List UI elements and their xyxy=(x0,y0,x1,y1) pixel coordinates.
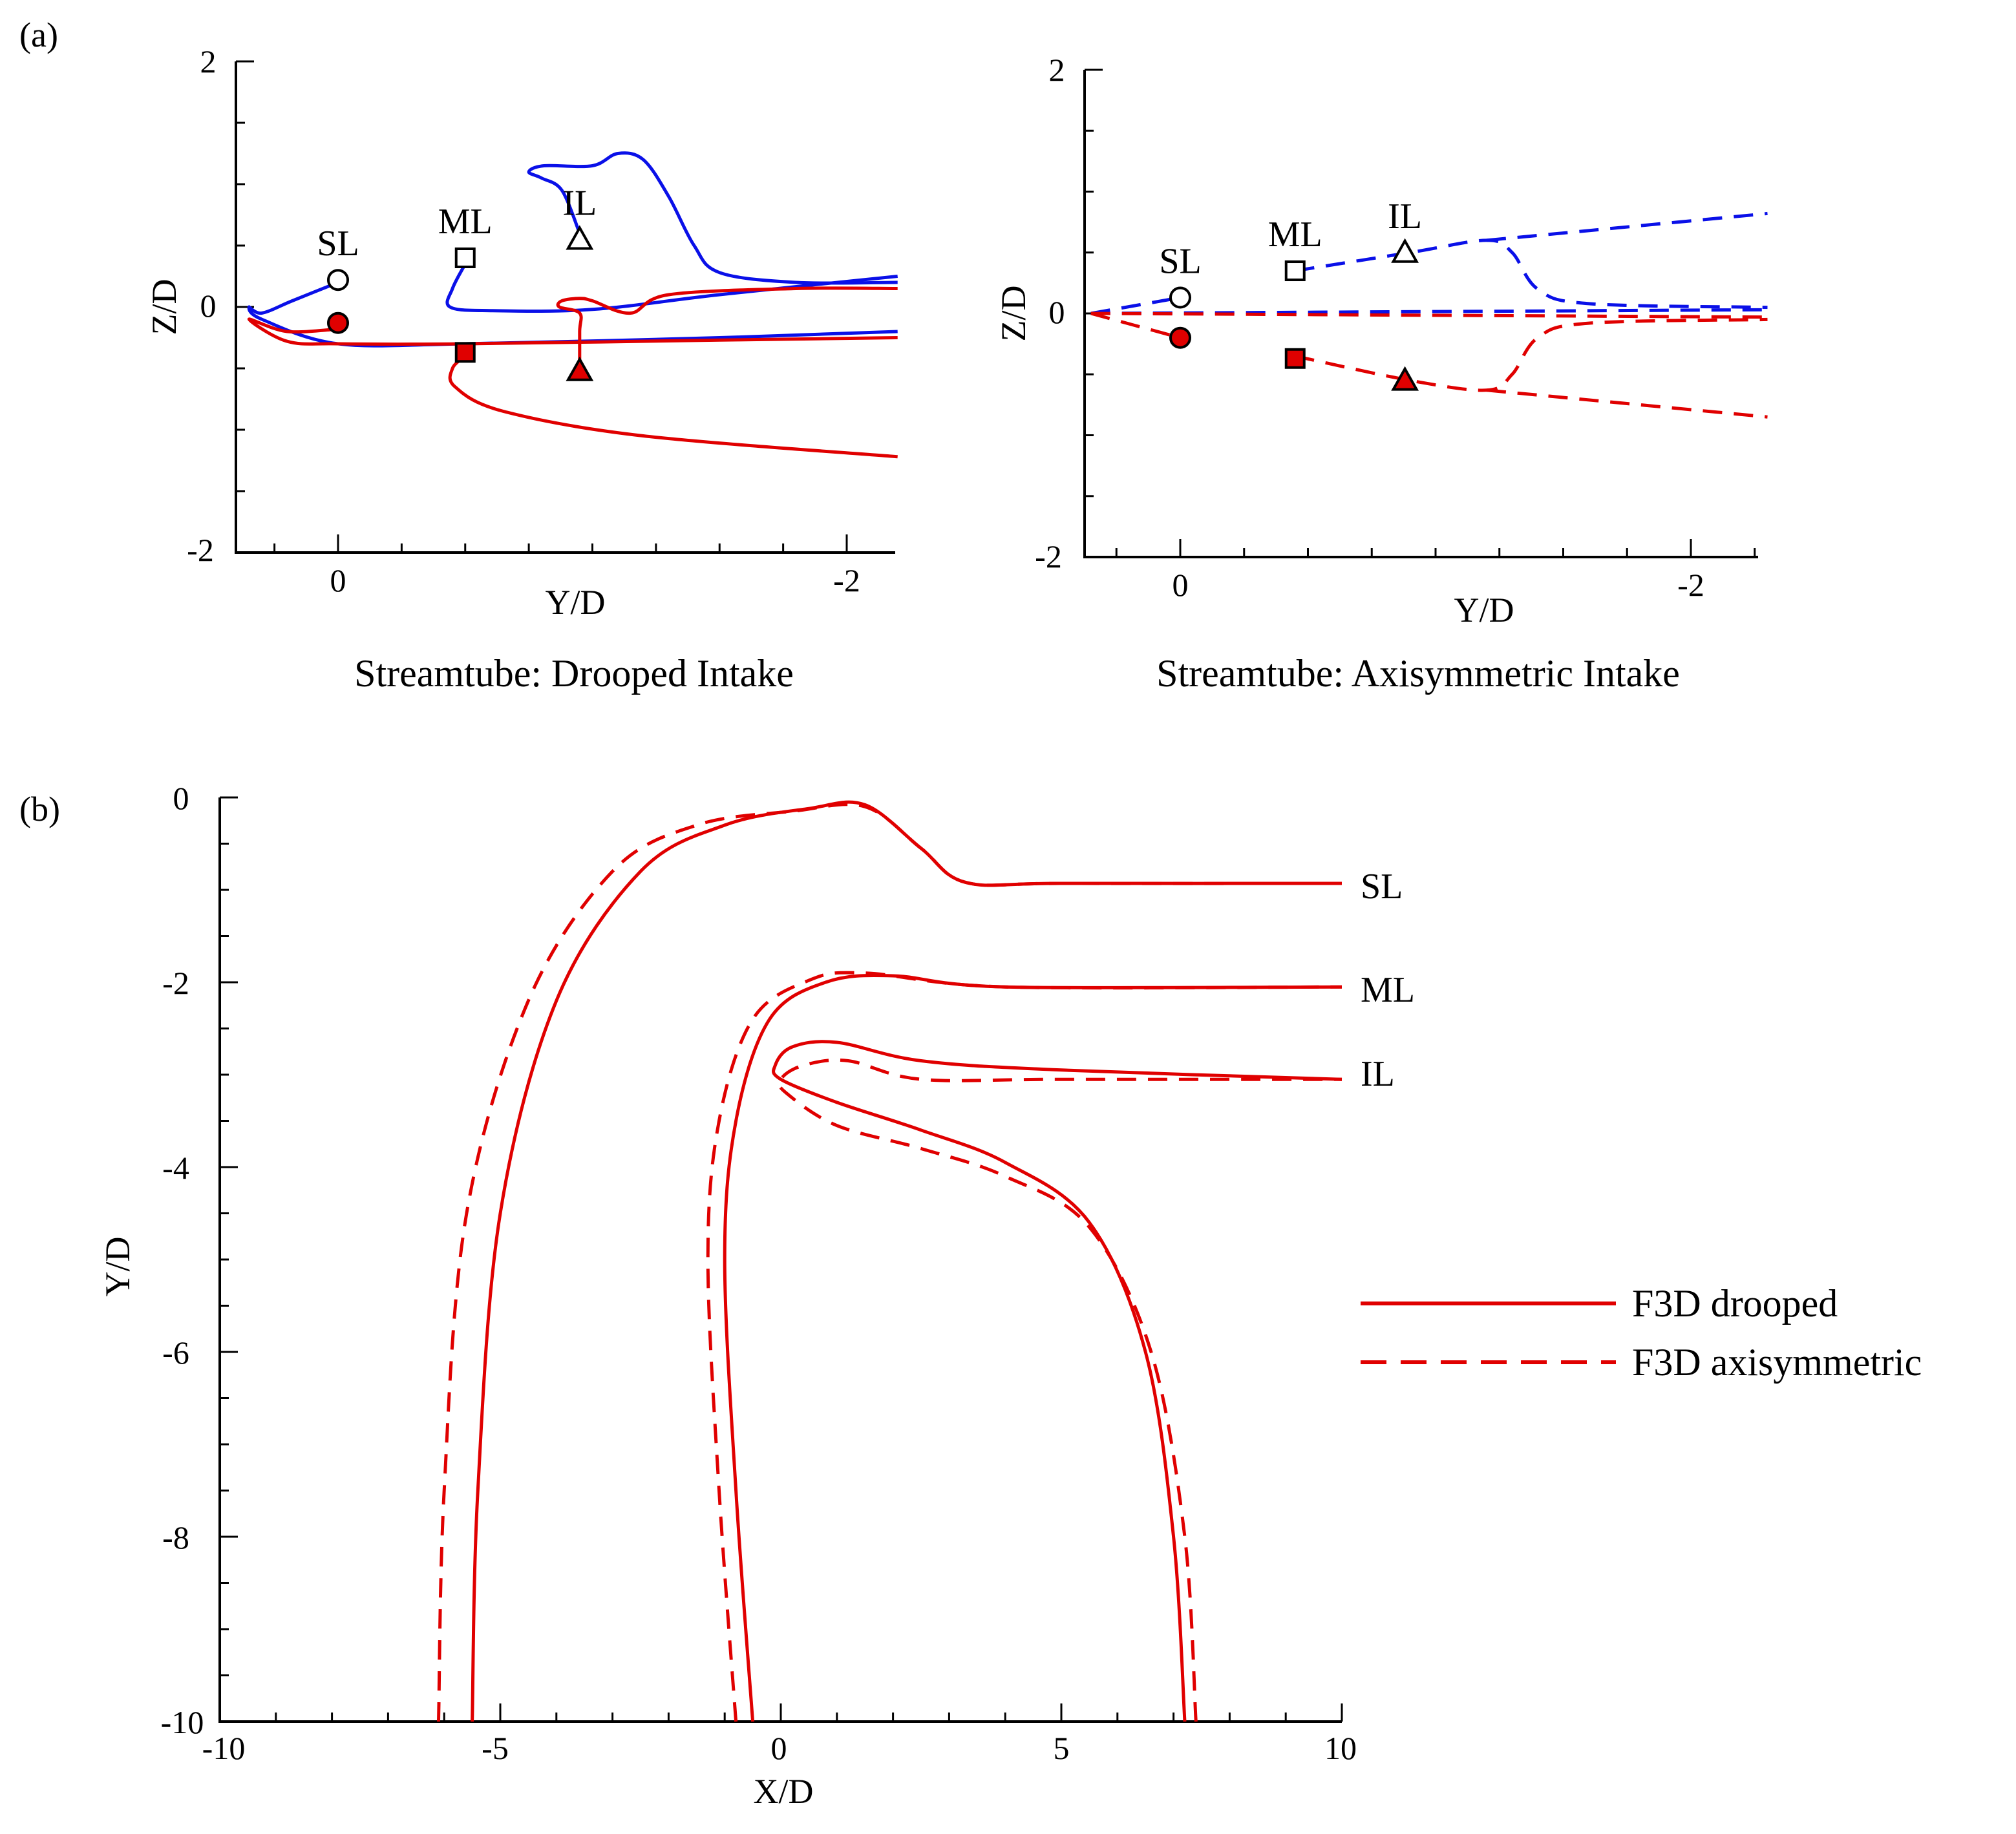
marker-triangle xyxy=(1391,366,1419,391)
chart-xy-streamlines: 0 -2 -4 -6 -8 -10 -10 -5 0 5 10 X/D Y/D … xyxy=(98,780,1922,1811)
chart-xy-xtick-labels: -10 -5 0 5 10 xyxy=(202,1730,1357,1766)
chart-xy-ytick-neg4: -4 xyxy=(162,1150,189,1186)
marker-label-sl: SL xyxy=(1159,241,1201,281)
series-line-sl-drooped xyxy=(471,800,1342,1722)
marker-square xyxy=(1284,260,1306,282)
series-line-upper-outer xyxy=(1486,211,1768,242)
chart-drooped-ylabel: Z/D xyxy=(145,279,184,335)
series-line-centre-lower xyxy=(1090,311,1768,319)
chart-drooped-ytick-bottom: -2 xyxy=(187,532,214,568)
chart-axisymmetric-xtick-neg2: -2 xyxy=(1677,567,1704,603)
chart-axisymmetric-xlabel: Y/D xyxy=(1454,591,1514,629)
series-line-ml-axisym xyxy=(706,971,1342,1722)
chart-axisymmetric-ylabel: Z/D xyxy=(994,286,1033,342)
chart-axisymmetric-ytick-bottom: -2 xyxy=(1035,538,1062,574)
chart-xy-label-sl: SL xyxy=(1361,867,1403,907)
chart-drooped-xtick-0: 0 xyxy=(330,562,346,598)
chart-xy-xlabel: X/D xyxy=(754,1772,814,1811)
series-line-ml-il-upper xyxy=(1295,238,1768,310)
chart-xy-axes xyxy=(218,797,1342,1723)
chart-drooped-xlabel: Y/D xyxy=(546,583,606,622)
marker-label-ml: ML xyxy=(438,202,493,242)
series-line-sl-axisym xyxy=(437,803,1342,1722)
chart-drooped-markers: SL ML IL xyxy=(317,184,597,381)
chart-drooped-series xyxy=(247,151,898,459)
chart-xy-label-il: IL xyxy=(1361,1054,1395,1094)
series-line-sl-upper xyxy=(247,280,898,348)
series-line-sl-upper xyxy=(1090,296,1181,315)
series-line-il-drooped xyxy=(772,1040,1342,1722)
chart-drooped-xtick-neg2: -2 xyxy=(833,562,860,598)
legend-label-drooped: F3D drooped xyxy=(1632,1282,1838,1325)
chart-xy-legend: F3D drooped F3D axisymmetric xyxy=(1361,1282,1922,1384)
series-line-il-upper xyxy=(527,151,898,285)
series-line-sl-lower xyxy=(1090,311,1181,340)
chart-xy-ytick-neg2: -2 xyxy=(162,965,189,1001)
chart-xy-series xyxy=(437,800,1342,1722)
chart-drooped-axes xyxy=(235,61,895,554)
chart-xy-ticks xyxy=(218,796,1343,1723)
panel-b-label: (b) xyxy=(19,790,60,828)
chart-drooped-title: Streamtube: Drooped Intake xyxy=(354,652,794,695)
marker-circle xyxy=(1169,326,1191,349)
chart-drooped-ytick-top: 2 xyxy=(200,43,217,79)
panel-a-label: (a) xyxy=(19,16,58,54)
series-line-ml-drooped xyxy=(723,973,1342,1722)
chart-xy-xtick-10: 10 xyxy=(1324,1730,1357,1766)
chart-xy-xtick-neg5: -5 xyxy=(482,1730,509,1766)
series-line-ml-lower xyxy=(448,355,898,459)
marker-triangle xyxy=(566,356,594,381)
series-line-il-lower xyxy=(556,286,898,369)
chart-xy-ytick-neg6: -6 xyxy=(162,1334,189,1371)
chart-xy-xtick-0: 0 xyxy=(771,1730,787,1766)
marker-square xyxy=(1284,348,1306,369)
chart-drooped: SL ML IL 2 0 -2 0 -2 Y/D Z/D Streamtube: D… xyxy=(145,43,898,695)
marker-circle xyxy=(1169,286,1191,309)
marker-triangle xyxy=(1391,238,1419,263)
chart-xy-xtick-neg10: -10 xyxy=(202,1730,246,1766)
chart-xy-ytick-labels: 0 -2 -4 -6 -8 -10 xyxy=(161,780,204,1740)
marker-square xyxy=(454,342,476,363)
series-line-lower-outer xyxy=(1486,388,1768,419)
series-line-sl-lower xyxy=(247,317,898,346)
chart-axisymmetric-title: Streamtube: Axisymmetric Intake xyxy=(1156,652,1680,695)
marker-circle xyxy=(327,269,349,291)
legend-label-axisymmetric: F3D axisymmetric xyxy=(1632,1341,1922,1384)
chart-axisymmetric-markers: SL ML IL xyxy=(1159,196,1422,391)
chart-xy-ytick-neg10: -10 xyxy=(161,1704,204,1740)
chart-xy-ytick-0: 0 xyxy=(173,780,189,816)
chart-axisymmetric: SL ML IL 2 0 -2 0 -2 Y/D Z/D Streamtube: A… xyxy=(994,52,1768,695)
chart-xy-xtick-5: 5 xyxy=(1054,1730,1070,1766)
marker-triangle xyxy=(566,225,594,250)
chart-axisymmetric-ticks xyxy=(1085,69,1756,558)
series-line-il-axisym xyxy=(777,1058,1342,1722)
marker-label-sl: SL xyxy=(317,224,359,264)
chart-xy-ytick-neg8: -8 xyxy=(162,1519,189,1555)
chart-axisymmetric-xtick-0: 0 xyxy=(1172,567,1189,603)
chart-axisymmetric-ytick-top: 2 xyxy=(1049,52,1065,88)
series-line-ml-il-lower xyxy=(1295,317,1768,392)
chart-drooped-ytick-mid: 0 xyxy=(200,288,217,324)
chart-xy-ylabel: Y/D xyxy=(98,1237,137,1297)
chart-xy-label-ml: ML xyxy=(1361,970,1415,1010)
marker-circle xyxy=(327,311,349,334)
marker-square xyxy=(454,248,476,268)
marker-label-ml: ML xyxy=(1268,215,1322,255)
chart-drooped-ticks xyxy=(236,60,848,554)
chart-axisymmetric-ytick-mid: 0 xyxy=(1049,294,1065,330)
marker-label-il: IL xyxy=(1388,196,1422,237)
marker-label-il: IL xyxy=(562,184,597,224)
